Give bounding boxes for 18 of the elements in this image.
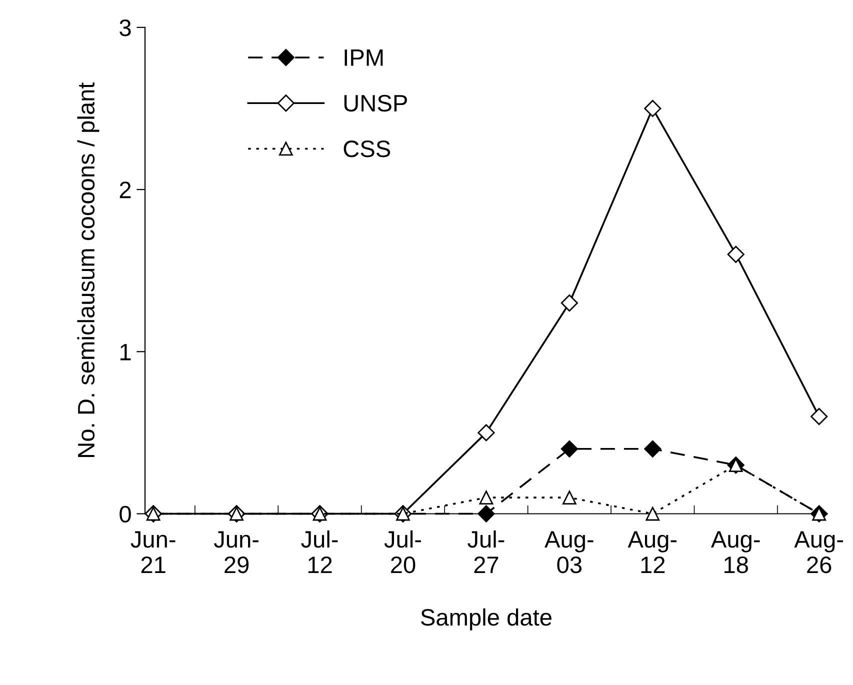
x-tick-label: Jul- 20 <box>384 530 421 574</box>
legend-label: CSS <box>344 140 390 158</box>
x-tick-label: Jul- 27 <box>468 530 504 573</box>
x-tick-label: Aug- 12 <box>628 531 677 573</box>
legend-label: UNSP <box>344 94 407 112</box>
y-tick-label: 0 <box>120 506 131 523</box>
legend-label: IPM <box>344 50 383 66</box>
y-tick-label: 2 <box>120 182 131 198</box>
x-tick-label: Aug- 03 <box>544 531 594 574</box>
x-axis-title: Sample date <box>421 608 552 630</box>
y-tick-label: 1 <box>120 344 131 360</box>
x-tick-label: Jul- 12 <box>301 530 338 573</box>
y-tick-label: 3 <box>120 19 131 36</box>
x-tick-label: Aug- 18 <box>710 531 760 574</box>
x-tick-label: Jun- 21 <box>130 531 176 573</box>
x-tick-label: Jun- 29 <box>214 531 258 574</box>
y-axis-title: No. D. semiclausum cocoons / plant <box>77 82 100 457</box>
x-tick-label: Aug- 26 <box>794 531 843 574</box>
